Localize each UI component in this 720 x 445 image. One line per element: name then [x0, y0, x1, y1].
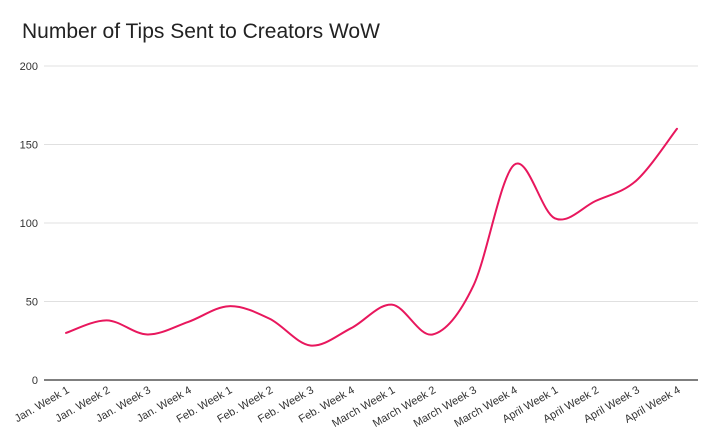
data-point [391, 304, 393, 306]
data-point [635, 180, 637, 182]
data-point [146, 333, 148, 335]
y-tick-label: 150 [20, 140, 38, 152]
data-point [432, 333, 434, 335]
chart-title: Number of Tips Sent to Creators WoW [22, 20, 380, 43]
data-point [187, 321, 189, 323]
data-point [595, 200, 597, 202]
data-point [472, 285, 474, 287]
gridlines [44, 65, 698, 381]
data-point [513, 164, 515, 166]
data-point [228, 305, 230, 307]
series-layer [65, 127, 678, 347]
series-line [65, 127, 678, 347]
data-point [554, 217, 556, 219]
data-point [106, 319, 108, 321]
data-point [269, 318, 271, 320]
data-point [350, 327, 352, 329]
y-tick-label: 100 [20, 218, 38, 230]
y-tick-label: 200 [20, 61, 38, 73]
data-point [65, 332, 67, 334]
data-point [676, 128, 678, 130]
y-tick-label: 50 [26, 297, 38, 309]
y-axis-ticks: 0 50 100 150 200 [20, 61, 38, 387]
data-point [309, 344, 311, 346]
y-tick-label: 0 [32, 375, 38, 387]
